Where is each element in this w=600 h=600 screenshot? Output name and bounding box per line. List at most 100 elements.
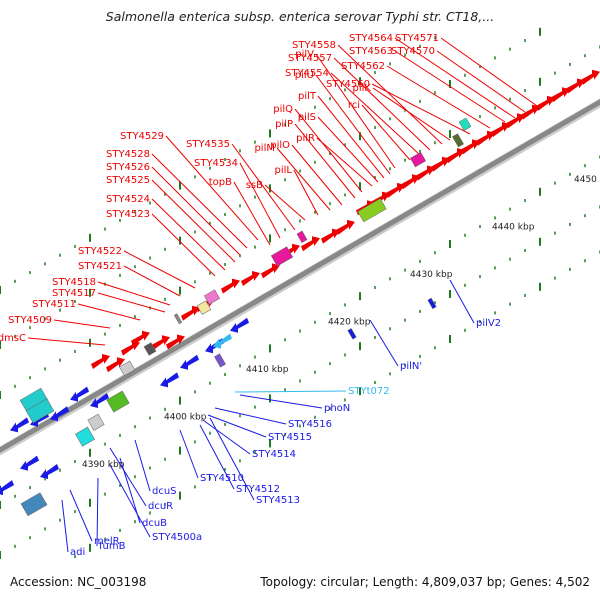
forward-gene-label: pilS: [298, 112, 316, 123]
misc-feature-box: [458, 117, 472, 131]
label-leader-line: [394, 50, 506, 123]
forward-gene-arrow: [416, 165, 435, 181]
label-leader-line: [361, 104, 411, 161]
label-leader-line: [315, 74, 391, 175]
label-leader-line: [233, 181, 271, 246]
misc-feature-box: [143, 342, 157, 356]
label-leader-line: [386, 65, 491, 129]
forward-gene-arrow: [166, 334, 185, 350]
scale-label: 4430 kbp: [410, 270, 453, 280]
reverse-gene-label: STY4500a: [152, 532, 202, 543]
scale-label: 4440 kbp: [492, 222, 535, 232]
reverse-feature-box: [427, 297, 437, 310]
reverse-gene-arrow: [50, 406, 69, 422]
forward-gene-arrow: [151, 335, 170, 351]
reverse-gene-label: STY4516: [288, 419, 332, 430]
forward-gene-label: ssB: [246, 180, 263, 191]
reverse-gene-label: adi: [70, 547, 85, 558]
misc-feature-box: [118, 360, 136, 377]
reverse-gene-label: STY4515: [268, 432, 312, 443]
reverse-gene-arrow: [180, 354, 199, 370]
reverse-gene-label: STY4512: [236, 484, 280, 495]
scale-label: 4450 kbp: [574, 175, 600, 185]
label-leader-line: [234, 390, 347, 393]
reverse-gene-arrow: [70, 386, 89, 402]
forward-gene-label: STY4535: [186, 139, 230, 150]
reverse-feature-box: [106, 390, 130, 413]
label-leader-line: [239, 394, 323, 409]
label-leader-line: [123, 250, 196, 289]
tick-layer: [0, 27, 600, 559]
label-leader-line: [151, 179, 236, 263]
label-leader-line: [209, 417, 255, 501]
forward-gene-arrow: [491, 122, 510, 137]
reverse-feature-box: [214, 353, 226, 368]
forward-gene-label: STY4526: [106, 162, 150, 173]
misc-feature-box: [452, 133, 464, 148]
forward-gene-arrow: [431, 156, 450, 172]
forward-gene-label: STY4528: [106, 149, 150, 160]
label-leader-line: [27, 337, 106, 346]
forward-gene-arrow: [461, 139, 480, 155]
scale-label: 4390 kbp: [82, 460, 125, 470]
reverse-gene-arrow: [10, 417, 29, 433]
forward-gene-arrow: [121, 340, 140, 356]
reverse-gene-label: dcuS: [152, 486, 177, 497]
forward-gene-label: STY4509: [8, 315, 52, 326]
forward-gene-label: topB: [209, 177, 232, 188]
label-leader-line: [239, 162, 281, 239]
reverse-gene-label: pilN': [400, 361, 422, 372]
label-leader-line: [151, 198, 226, 271]
label-leader-line: [291, 144, 343, 206]
forward-gene-label: pilU: [295, 70, 314, 81]
label-leader-line: [202, 419, 251, 455]
forward-gene-label: STY4523: [106, 209, 150, 220]
pilus-operon-box: [357, 198, 387, 223]
reverse-gene-arrow: [20, 455, 39, 471]
forward-gene-arrow: [321, 228, 340, 244]
backbone: [0, 99, 600, 453]
mobile-element-box: [409, 151, 427, 168]
mobile-element-box: [296, 230, 308, 244]
forward-gene-label: STY4571: [395, 33, 439, 44]
forward-gene-arrow: [551, 87, 570, 103]
forward-gene-label: pilL: [275, 165, 293, 176]
reverse-gene-label: STYt072: [348, 386, 390, 397]
reverse-gene-arrow: [40, 464, 59, 479]
forward-gene-arrow: [241, 271, 260, 286]
label-leader-line: [449, 279, 475, 324]
forward-gene-label: STY4562: [341, 61, 385, 72]
genome-stats-text: Topology: circular; Length: 4,809,037 bp…: [260, 575, 590, 589]
forward-gene-label: pilP: [275, 119, 293, 130]
label-leader-line: [109, 447, 147, 507]
reverse-gene-label: pilV2: [476, 318, 501, 329]
label-leader-line: [369, 319, 399, 367]
label-leader-line: [371, 83, 471, 135]
reverse-gene-arrow: [90, 393, 109, 408]
reverse-feature-box: [87, 413, 105, 431]
label-leader-line: [77, 303, 141, 321]
label-leader-line: [151, 166, 241, 256]
scale-label: 4410 kbp: [246, 365, 289, 375]
reverse-gene-label: STY4510: [200, 473, 244, 484]
forward-gene-arrow: [261, 263, 280, 279]
mobile-element-box: [270, 246, 294, 267]
reverse-gene-label: dcuB: [142, 518, 167, 529]
label-leader-line: [151, 153, 248, 249]
forward-gene-arrow: [336, 219, 355, 235]
reverse-gene-label: fumB: [99, 541, 126, 552]
label-leader-line: [134, 439, 151, 492]
label-leader-line: [96, 477, 99, 547]
map-title: Salmonella enterica subsp. enterica sero…: [105, 9, 495, 24]
label-leader-line: [97, 281, 171, 306]
forward-gene-arrow: [566, 78, 585, 94]
forward-gene-arrow: [106, 357, 125, 373]
reverse-gene-arrow: [230, 317, 249, 333]
label-leader-line: [372, 87, 451, 141]
rna-gene-arrow: [213, 333, 232, 349]
forward-gene-label: pilK: [353, 83, 372, 94]
label-leader-line: [165, 135, 259, 241]
forward-gene-label: pilQ: [273, 104, 293, 115]
forward-gene-label: STY4558: [292, 40, 336, 51]
